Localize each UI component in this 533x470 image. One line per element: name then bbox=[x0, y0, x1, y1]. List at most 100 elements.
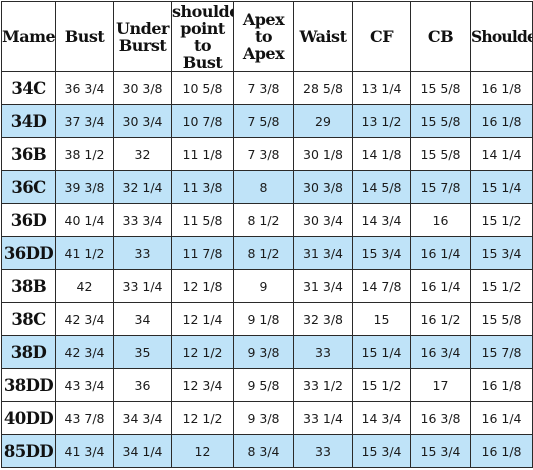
size-label-cell: 34D bbox=[1, 104, 56, 138]
table-row: 34D 37 3/4 30 3/4 10 7/8 7 5/8 29 13 1/2 15 5/8… bbox=[1, 104, 533, 138]
measurement-cell: 11 7/8 bbox=[171, 236, 234, 270]
measurement-cell: 42 bbox=[55, 269, 114, 303]
measurement-cell: 14 1/8 bbox=[352, 137, 411, 171]
measurement-cell: 43 7/8 bbox=[55, 401, 114, 435]
measurement-cell: 14 1/4 bbox=[470, 137, 533, 171]
measurement-cell: 28 5/8 bbox=[293, 71, 353, 105]
measurement-cell: 10 5/8 bbox=[171, 71, 234, 105]
size-label-cell: 36D bbox=[1, 203, 56, 237]
measurement-cell: 15 3/4 bbox=[410, 434, 471, 468]
column-header-waist: Waist bbox=[293, 1, 353, 72]
table-row: 38DD 43 3/4 36 12 3/4 9 5/8 33 1/2 15 1/2 17 16 … bbox=[1, 368, 533, 402]
measurement-cell: 15 5/8 bbox=[410, 137, 471, 171]
measurement-cell: 14 5/8 bbox=[352, 170, 411, 204]
measurement-cell: 34 bbox=[113, 302, 172, 336]
measurement-cell: 14 3/4 bbox=[352, 203, 411, 237]
measurement-cell: 12 1/8 bbox=[171, 269, 234, 303]
header-row: Mame Bust Under Burst shoulder point to … bbox=[1, 1, 533, 72]
measurement-cell: 16 1/8 bbox=[470, 71, 533, 105]
measurement-cell: 15 7/8 bbox=[410, 170, 471, 204]
measurement-cell: 33 1/2 bbox=[293, 368, 353, 402]
size-label-cell: 38B bbox=[1, 269, 56, 303]
table-row: 36DD 41 1/2 33 11 7/8 8 1/2 31 3/4 15 3/4 16 1/… bbox=[1, 236, 533, 270]
measurement-cell: 39 3/8 bbox=[55, 170, 114, 204]
measurement-cell: 15 1/2 bbox=[470, 269, 533, 303]
measurement-cell: 9 bbox=[233, 269, 294, 303]
measurement-cell: 41 1/2 bbox=[55, 236, 114, 270]
measurement-cell: 10 7/8 bbox=[171, 104, 234, 138]
measurement-cell: 17 bbox=[410, 368, 471, 402]
measurement-cell: 30 3/4 bbox=[113, 104, 172, 138]
measurement-cell: 30 1/8 bbox=[293, 137, 353, 171]
column-header-shoulder: Shoulder bbox=[470, 1, 533, 72]
measurement-cell: 16 1/4 bbox=[410, 269, 471, 303]
measurement-cell: 43 3/4 bbox=[55, 368, 114, 402]
measurement-cell: 34 1/4 bbox=[113, 434, 172, 468]
measurement-cell: 12 bbox=[171, 434, 234, 468]
measurement-cell: 33 bbox=[293, 335, 353, 369]
size-label-cell: 36B bbox=[1, 137, 56, 171]
measurement-cell: 16 1/4 bbox=[410, 236, 471, 270]
size-chart-body: 34C 36 3/4 30 3/8 10 5/8 7 3/8 28 5/8 13 1/4 15… bbox=[1, 71, 533, 468]
column-header-size: Mame bbox=[1, 1, 56, 72]
measurement-cell: 16 3/8 bbox=[410, 401, 471, 435]
measurement-cell: 12 1/4 bbox=[171, 302, 234, 336]
size-label-cell: 38C bbox=[1, 302, 56, 336]
measurement-cell: 34 3/4 bbox=[113, 401, 172, 435]
measurement-cell: 12 1/2 bbox=[171, 335, 234, 369]
measurement-cell: 16 1/8 bbox=[470, 104, 533, 138]
size-label-cell: 38DD bbox=[1, 368, 56, 402]
measurement-cell: 16 1/4 bbox=[470, 401, 533, 435]
table-row: 38C 42 3/4 34 12 1/4 9 1/8 32 3/8 15 16 1/2 15 5… bbox=[1, 302, 533, 336]
table-row: 36B 38 1/2 32 11 1/8 7 3/8 30 1/8 14 1/8 15 5/8… bbox=[1, 137, 533, 171]
measurement-cell: 12 3/4 bbox=[171, 368, 234, 402]
measurement-cell: 13 1/2 bbox=[352, 104, 411, 138]
table-row: 34C 36 3/4 30 3/8 10 5/8 7 3/8 28 5/8 13 1/4 15… bbox=[1, 71, 533, 105]
size-label-cell: 85DD bbox=[1, 434, 56, 468]
measurement-cell: 16 3/4 bbox=[410, 335, 471, 369]
measurement-cell: 8 bbox=[233, 170, 294, 204]
table-row: 36C 39 3/8 32 1/4 11 3/8 8 30 3/8 14 5/8 15 7/8… bbox=[1, 170, 533, 204]
measurement-cell: 15 1/4 bbox=[352, 335, 411, 369]
measurement-cell: 8 1/2 bbox=[233, 203, 294, 237]
measurement-cell: 41 3/4 bbox=[55, 434, 114, 468]
measurement-cell: 15 7/8 bbox=[470, 335, 533, 369]
measurement-cell: 38 1/2 bbox=[55, 137, 114, 171]
measurement-cell: 9 3/8 bbox=[233, 335, 294, 369]
measurement-cell: 11 3/8 bbox=[171, 170, 234, 204]
measurement-cell: 15 5/8 bbox=[410, 71, 471, 105]
measurement-cell: 9 1/8 bbox=[233, 302, 294, 336]
table-row: 40DD 43 7/8 34 3/4 12 1/2 9 3/8 33 1/4 14 3/4 1… bbox=[1, 401, 533, 435]
measurement-cell: 15 1/2 bbox=[352, 368, 411, 402]
column-header-apex-to-apex: Apex to Apex bbox=[233, 1, 294, 72]
measurement-cell: 33 1/4 bbox=[113, 269, 172, 303]
measurement-cell: 14 3/4 bbox=[352, 401, 411, 435]
measurement-cell: 42 3/4 bbox=[55, 302, 114, 336]
table-row: 38D 42 3/4 35 12 1/2 9 3/8 33 15 1/4 16 3/4 15 7… bbox=[1, 335, 533, 369]
measurement-cell: 36 3/4 bbox=[55, 71, 114, 105]
measurement-cell: 8 1/2 bbox=[233, 236, 294, 270]
measurement-cell: 7 5/8 bbox=[233, 104, 294, 138]
measurement-cell: 15 1/2 bbox=[470, 203, 533, 237]
column-header-shoulder-point-to-bust: shoulder point to Bust bbox=[171, 1, 234, 72]
measurement-cell: 15 5/8 bbox=[470, 302, 533, 336]
column-header-under-burst: Under Burst bbox=[113, 1, 172, 72]
measurement-cell: 32 1/4 bbox=[113, 170, 172, 204]
measurement-cell: 9 3/8 bbox=[233, 401, 294, 435]
measurement-cell: 11 5/8 bbox=[171, 203, 234, 237]
measurement-cell: 8 3/4 bbox=[233, 434, 294, 468]
measurement-cell: 33 3/4 bbox=[113, 203, 172, 237]
measurement-cell: 42 3/4 bbox=[55, 335, 114, 369]
measurement-cell: 15 3/4 bbox=[352, 236, 411, 270]
measurement-cell: 12 1/2 bbox=[171, 401, 234, 435]
measurement-cell: 33 1/4 bbox=[293, 401, 353, 435]
column-header-cb: CB bbox=[410, 1, 471, 72]
table-row: 36D 40 1/4 33 3/4 11 5/8 8 1/2 30 3/4 14 3/4 16… bbox=[1, 203, 533, 237]
size-label-cell: 38D bbox=[1, 335, 56, 369]
measurement-cell: 15 bbox=[352, 302, 411, 336]
measurement-cell: 16 bbox=[410, 203, 471, 237]
measurement-cell: 33 bbox=[293, 434, 353, 468]
measurement-cell: 37 3/4 bbox=[55, 104, 114, 138]
